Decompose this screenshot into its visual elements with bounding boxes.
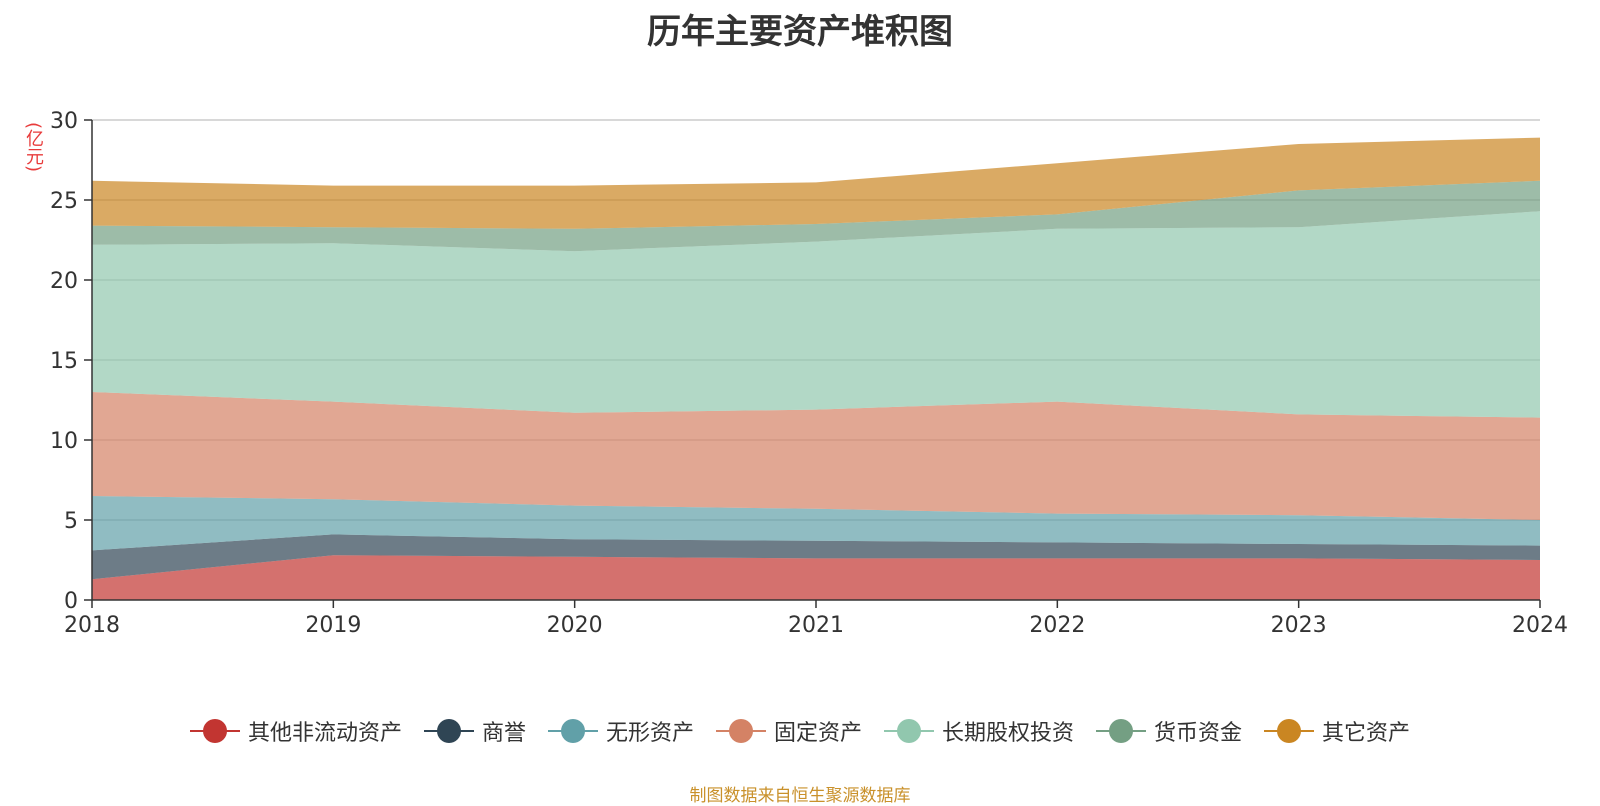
x-tick-label: 2018	[64, 613, 120, 638]
legend-label: 货币资金	[1154, 721, 1243, 746]
legend-marker-icon	[547, 719, 598, 743]
series-area-2[interactable]	[92, 496, 1540, 551]
x-tick-label: 2022	[1029, 613, 1085, 638]
series-area-4[interactable]	[92, 211, 1540, 418]
x-tick-label: 2021	[788, 613, 844, 638]
y-tick-label: 15	[50, 349, 78, 374]
legend-marker-icon	[423, 719, 474, 743]
y-tick-label: 20	[50, 269, 78, 294]
legend-label: 商誉	[481, 721, 526, 746]
axes: 0 5 10 15 20 25 30 2018 2019 2020 2021 2022 2023 2024	[50, 109, 1568, 638]
legend-item[interactable]: 长期股权投资	[884, 715, 1074, 747]
stacked-area-chart: 0 5 10 15 20 25 30 2018 2019 2020 2021 2022 2023 2024	[50, 109, 1568, 638]
legend-marker-icon	[1096, 719, 1147, 743]
legend-item[interactable]: 固定资产	[715, 715, 862, 747]
legend-marker-icon	[715, 719, 766, 743]
legend-label: 无形资产	[605, 721, 694, 746]
series-area-3[interactable]	[92, 392, 1540, 520]
x-tick-label: 2024	[1512, 613, 1568, 638]
legend-item[interactable]: 商誉	[423, 715, 526, 747]
y-tick-label: 30	[50, 109, 78, 134]
legend-label: 长期股权投资	[942, 721, 1075, 746]
y-tick-label: 0	[64, 589, 78, 614]
x-tick-label: 2023	[1271, 613, 1327, 638]
legend-label: 其它资产	[1322, 721, 1411, 746]
y-tick-label: 5	[64, 509, 78, 534]
x-tick-label: 2019	[305, 613, 361, 638]
y-tick-label: 25	[50, 189, 78, 214]
source-note: 制图数据来自恒生聚源数据库	[689, 786, 911, 806]
legend-item[interactable]: 其他非流动资产	[189, 715, 402, 747]
legend-label: 其他非流动资产	[247, 721, 402, 746]
series-area-5[interactable]	[92, 180, 1540, 252]
series-area-0[interactable]	[92, 555, 1540, 600]
legend-item[interactable]: 其它资产	[1264, 715, 1410, 747]
series-areas	[92, 137, 1540, 600]
legend-marker-icon	[189, 719, 240, 743]
legend-marker-icon	[1264, 719, 1315, 743]
chart-title: 历年主要资产堆积图	[647, 12, 953, 52]
legend-label: 固定资产	[773, 721, 862, 746]
legend: 其他非流动资产 商誉 无形资产 固定资产 长期股权投资 货币资金 其它资产	[0, 715, 1600, 747]
series-area-6[interactable]	[92, 137, 1540, 229]
series-area-1[interactable]	[92, 534, 1540, 580]
y-tick-label: 10	[50, 429, 78, 454]
legend-item[interactable]: 无形资产	[547, 715, 694, 747]
y-axis-unit-label: (亿元)	[23, 122, 44, 173]
legend-marker-icon	[884, 719, 934, 743]
legend-item[interactable]: 货币资金	[1096, 715, 1242, 747]
x-tick-label: 2020	[547, 613, 603, 638]
